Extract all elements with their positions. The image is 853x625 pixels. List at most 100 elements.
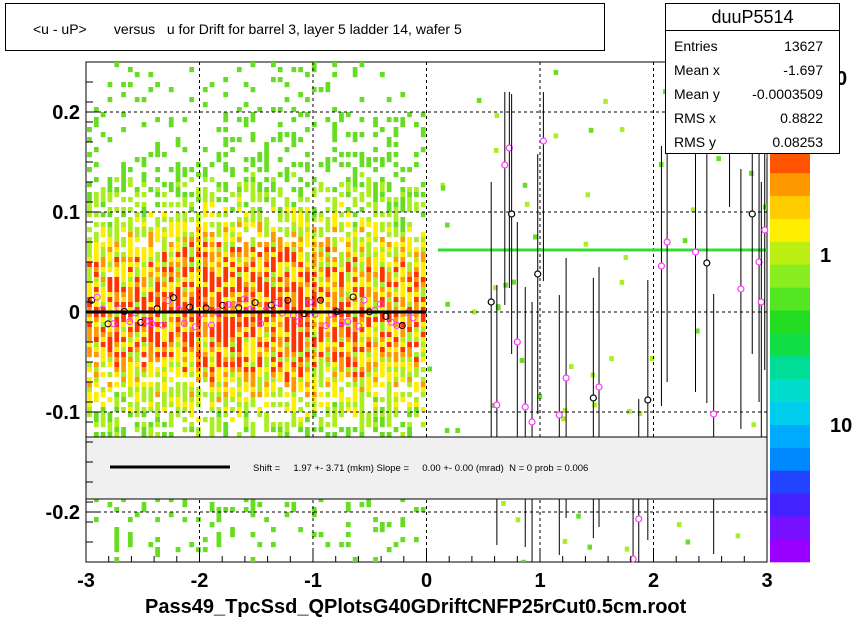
heatmap-cell [182,307,188,313]
heatmap-cell [175,217,181,223]
heatmap-cell [93,117,99,123]
heatmap-cell [379,267,385,273]
heatmap-cell [175,362,181,368]
heatmap-cell [400,307,406,313]
heatmap-cell [87,227,92,233]
heatmap-cell [121,287,126,293]
x-tick-label: -3 [77,570,95,592]
heatmap-cell [420,182,426,188]
heatmap-cell [359,422,365,428]
heatmap-cell [332,157,338,163]
heatmap-cell [100,347,106,353]
heatmap-cell [134,72,140,78]
heatmap-cell [230,227,235,233]
heatmap-cell [189,167,195,173]
heatmap-cell [93,517,99,523]
heatmap-cell [121,257,126,263]
heatmap-cell [298,387,303,393]
heatmap-cell [100,362,106,368]
heatmap-cell [264,367,269,373]
heatmap-cell [107,252,113,258]
heatmap-cell [311,317,317,323]
heatmap-cell [250,257,256,263]
heatmap-cell [107,192,113,198]
heatmap-cell [202,377,208,383]
heatmap-cell [168,187,174,193]
heatmap-cell [127,297,133,303]
heatmap-cell [168,227,174,233]
heatmap-cell [216,422,222,428]
heatmap-cell [223,227,229,233]
heatmap-cell [87,212,92,218]
heatmap-cell [373,397,378,403]
heatmap-cell [311,377,317,383]
heatmap-cell [127,342,133,348]
heatmap-cell [298,372,303,378]
heatmap-cell [284,277,290,283]
heatmap-cell [339,347,344,353]
heatmap-cell [318,427,324,433]
heatmap-cell [202,102,208,108]
heatmap-cell [155,297,160,303]
heatmap-cell [121,297,126,303]
heatmap-cell [420,237,426,243]
heatmap-cell [352,342,358,348]
heatmap-cell [250,192,256,198]
heatmap-cell [291,502,297,508]
heatmap-cell [379,247,385,253]
heatmap-cell [284,502,290,508]
heatmap-cell [155,337,160,343]
heatmap-cell [291,417,297,423]
profile-marker [355,322,363,330]
heatmap-cell [216,222,222,228]
heatmap-cell [223,92,229,98]
heatmap-cell [216,187,222,193]
heatmap-cell [168,402,174,408]
heatmap-cell [148,372,154,378]
heatmap-cell [332,407,338,413]
heatmap-cell [175,317,181,323]
heatmap-cell [284,407,290,413]
heatmap-cell [87,407,92,413]
heatmap-cell [223,322,229,328]
heatmap-cell [250,372,256,378]
heatmap-cell [209,357,215,363]
heatmap-cell [373,337,378,343]
heatmap-cell [352,407,358,413]
heatmap-cell [414,192,419,198]
heatmap-cell [196,367,201,373]
heatmap-cell [352,312,358,318]
heatmap-cell [121,317,126,323]
heatmap-cell [264,147,269,153]
heatmap-cell [223,367,229,373]
heatmap-cell [243,497,249,503]
heatmap-cell [196,197,201,203]
heatmap-cell [121,432,126,438]
heatmap-cell [107,207,113,213]
heatmap-cell [134,302,140,308]
heatmap-cell [134,272,140,278]
heatmap-cell [236,282,242,288]
heatmap-cell [277,337,283,343]
heatmap-cell [393,292,399,298]
heatmap-cell [271,267,276,273]
heatmap-cell [332,327,338,333]
heatmap-cell [305,237,310,243]
heatmap-cell [236,357,242,363]
heatmap-cell [414,537,419,543]
heatmap-cells [87,62,767,562]
heatmap-cell [121,197,126,203]
heatmap-cell [373,212,378,218]
heatmap-cell [407,267,412,273]
heatmap-cell [93,497,99,503]
heatmap-cell [291,332,297,338]
heatmap-cell [168,422,174,428]
heatmap-cell [93,352,99,358]
heatmap-cell [373,427,378,433]
heatmap-cell [379,272,385,278]
heatmap-cell [277,422,283,428]
heatmap-cell [209,502,215,508]
heatmap-cell [100,267,106,273]
heatmap-cell [345,337,351,343]
heatmap-cell [298,417,303,423]
